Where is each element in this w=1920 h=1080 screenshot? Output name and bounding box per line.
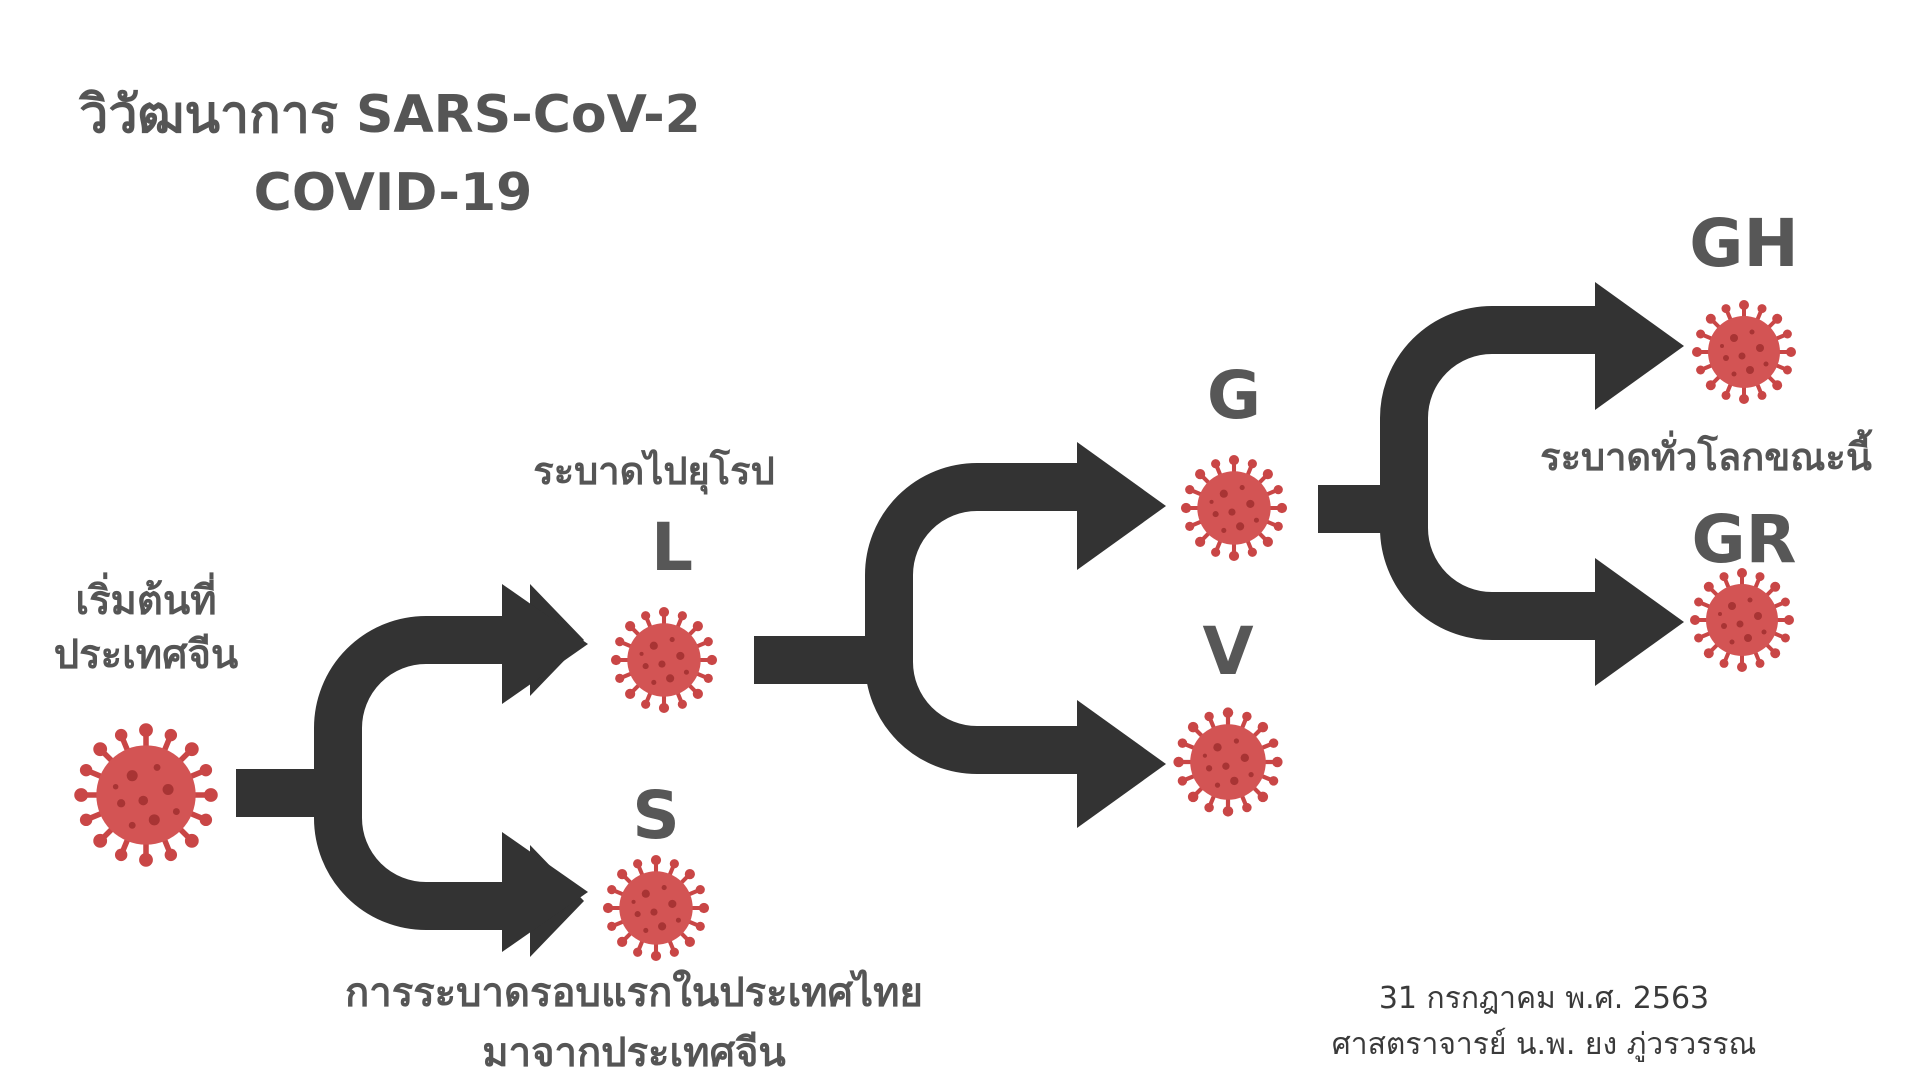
thailand-caption-line-1: การระบาดรอบแรกในประเทศไทย [345,969,923,1016]
variant-label-V: V [1202,613,1253,690]
coronavirus-icon-L [611,607,717,713]
fork-arrow-icon [236,584,588,957]
global-caption: ระบาดทั่วโลกขณะนี้ [1540,429,1872,479]
variant-label-L: L [651,509,693,586]
variant-label-S: S [632,777,680,854]
coronavirus-icon-origin [74,723,218,867]
fork-arrow-icon [1318,282,1684,686]
coronavirus-icon-S [603,855,709,961]
coronavirus-icon-G [1181,455,1287,561]
coronavirus-icon-GH [1690,298,1798,406]
variant-label-G: G [1207,357,1261,434]
origin-caption-line-1: เริ่มต้นที่ [75,572,216,624]
title-line-2: COVID-19 [254,163,533,223]
coronavirus-icon-GR [1688,566,1796,674]
credit-date: 31 กรกฎาคม พ.ศ. 2563 [1379,981,1709,1016]
origin-caption-line-2: ประเทศจีน [54,632,239,678]
title-line-1: วิวัฒนาการ SARS-CoV-2 [78,85,701,145]
variant-label-GR: GR [1692,501,1797,578]
fork-arrow-icon [754,442,1166,828]
coronavirus-icon-V [1173,707,1282,816]
credit-author: ศาสตราจารย์ น.พ. ยง ภู่วรวรรณ [1332,1027,1757,1062]
variant-label-GH: GH [1689,205,1798,282]
thailand-caption-line-2: มาจากประเทศจีน [482,1030,786,1076]
europe-caption: ระบาดไปยุโรป [533,448,774,495]
